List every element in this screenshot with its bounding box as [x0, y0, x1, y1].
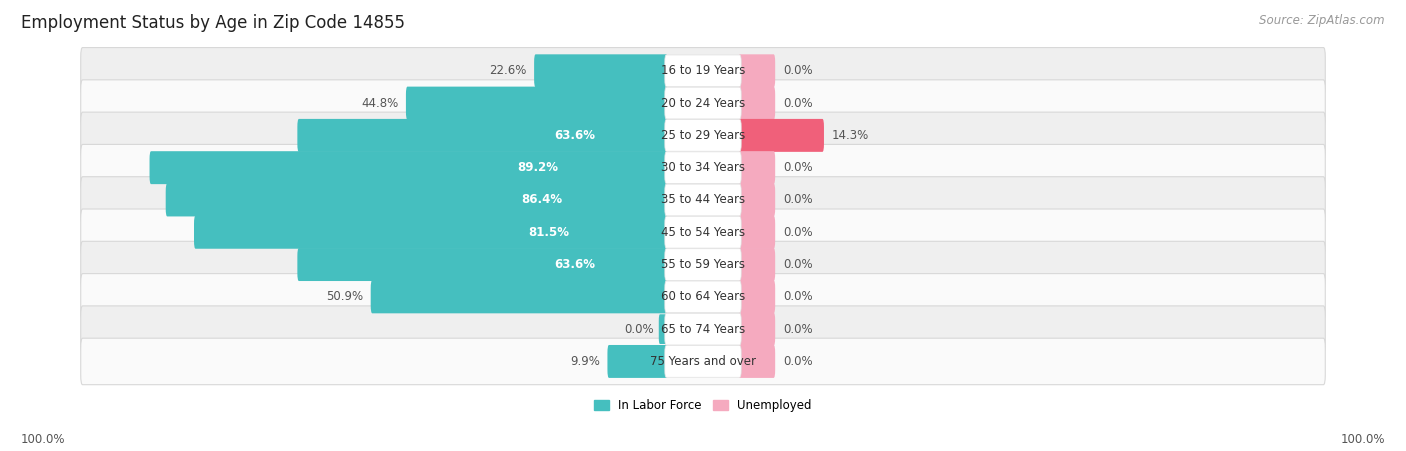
Text: 44.8%: 44.8%	[361, 97, 398, 110]
Text: 14.3%: 14.3%	[831, 129, 869, 142]
Text: 0.0%: 0.0%	[783, 97, 813, 110]
FancyBboxPatch shape	[371, 281, 668, 313]
FancyBboxPatch shape	[194, 216, 668, 249]
FancyBboxPatch shape	[738, 87, 775, 120]
FancyBboxPatch shape	[80, 209, 1326, 256]
FancyBboxPatch shape	[665, 249, 741, 281]
FancyBboxPatch shape	[297, 119, 668, 152]
FancyBboxPatch shape	[738, 281, 775, 313]
Text: 89.2%: 89.2%	[517, 161, 558, 174]
Text: 25 to 29 Years: 25 to 29 Years	[661, 129, 745, 142]
Text: Employment Status by Age in Zip Code 14855: Employment Status by Age in Zip Code 148…	[21, 14, 405, 32]
Text: 0.0%: 0.0%	[783, 161, 813, 174]
Text: 0.0%: 0.0%	[624, 322, 654, 336]
FancyBboxPatch shape	[80, 338, 1326, 385]
Text: 63.6%: 63.6%	[554, 258, 595, 271]
FancyBboxPatch shape	[80, 241, 1326, 288]
Text: 75 Years and over: 75 Years and over	[650, 355, 756, 368]
Text: 30 to 34 Years: 30 to 34 Years	[661, 161, 745, 174]
FancyBboxPatch shape	[80, 80, 1326, 126]
FancyBboxPatch shape	[297, 248, 668, 281]
Text: 0.0%: 0.0%	[783, 258, 813, 271]
Text: 35 to 44 Years: 35 to 44 Years	[661, 193, 745, 207]
Text: 60 to 64 Years: 60 to 64 Years	[661, 290, 745, 304]
Text: 45 to 54 Years: 45 to 54 Years	[661, 226, 745, 239]
FancyBboxPatch shape	[406, 87, 668, 120]
FancyBboxPatch shape	[80, 144, 1326, 191]
Text: 22.6%: 22.6%	[489, 64, 526, 77]
FancyBboxPatch shape	[534, 54, 668, 87]
FancyBboxPatch shape	[738, 313, 775, 345]
Text: 86.4%: 86.4%	[520, 193, 562, 207]
Text: 0.0%: 0.0%	[783, 226, 813, 239]
FancyBboxPatch shape	[665, 152, 741, 184]
FancyBboxPatch shape	[665, 313, 741, 345]
FancyBboxPatch shape	[738, 151, 775, 184]
FancyBboxPatch shape	[659, 314, 668, 344]
FancyBboxPatch shape	[738, 345, 775, 378]
FancyBboxPatch shape	[665, 120, 741, 151]
FancyBboxPatch shape	[665, 55, 741, 87]
FancyBboxPatch shape	[149, 151, 668, 184]
FancyBboxPatch shape	[80, 274, 1326, 320]
FancyBboxPatch shape	[738, 184, 775, 216]
Text: 0.0%: 0.0%	[783, 193, 813, 207]
FancyBboxPatch shape	[80, 112, 1326, 159]
Text: 100.0%: 100.0%	[1340, 433, 1385, 446]
Text: 0.0%: 0.0%	[783, 355, 813, 368]
FancyBboxPatch shape	[665, 87, 741, 119]
Text: 63.6%: 63.6%	[554, 129, 595, 142]
FancyBboxPatch shape	[665, 345, 741, 377]
Text: 20 to 24 Years: 20 to 24 Years	[661, 97, 745, 110]
Legend: In Labor Force, Unemployed: In Labor Force, Unemployed	[589, 395, 817, 417]
Text: 81.5%: 81.5%	[529, 226, 569, 239]
FancyBboxPatch shape	[738, 248, 775, 281]
Text: 16 to 19 Years: 16 to 19 Years	[661, 64, 745, 77]
Text: 50.9%: 50.9%	[326, 290, 363, 304]
FancyBboxPatch shape	[665, 216, 741, 248]
Text: 100.0%: 100.0%	[21, 433, 66, 446]
FancyBboxPatch shape	[738, 119, 824, 152]
FancyBboxPatch shape	[607, 345, 668, 378]
FancyBboxPatch shape	[166, 184, 668, 216]
FancyBboxPatch shape	[665, 184, 741, 216]
FancyBboxPatch shape	[80, 47, 1326, 94]
Text: 55 to 59 Years: 55 to 59 Years	[661, 258, 745, 271]
FancyBboxPatch shape	[738, 54, 775, 87]
Text: Source: ZipAtlas.com: Source: ZipAtlas.com	[1260, 14, 1385, 27]
Text: 0.0%: 0.0%	[783, 290, 813, 304]
FancyBboxPatch shape	[738, 216, 775, 249]
Text: 65 to 74 Years: 65 to 74 Years	[661, 322, 745, 336]
Text: 0.0%: 0.0%	[783, 64, 813, 77]
FancyBboxPatch shape	[665, 281, 741, 313]
FancyBboxPatch shape	[80, 306, 1326, 352]
FancyBboxPatch shape	[80, 177, 1326, 223]
Text: 9.9%: 9.9%	[569, 355, 600, 368]
Text: 0.0%: 0.0%	[783, 322, 813, 336]
